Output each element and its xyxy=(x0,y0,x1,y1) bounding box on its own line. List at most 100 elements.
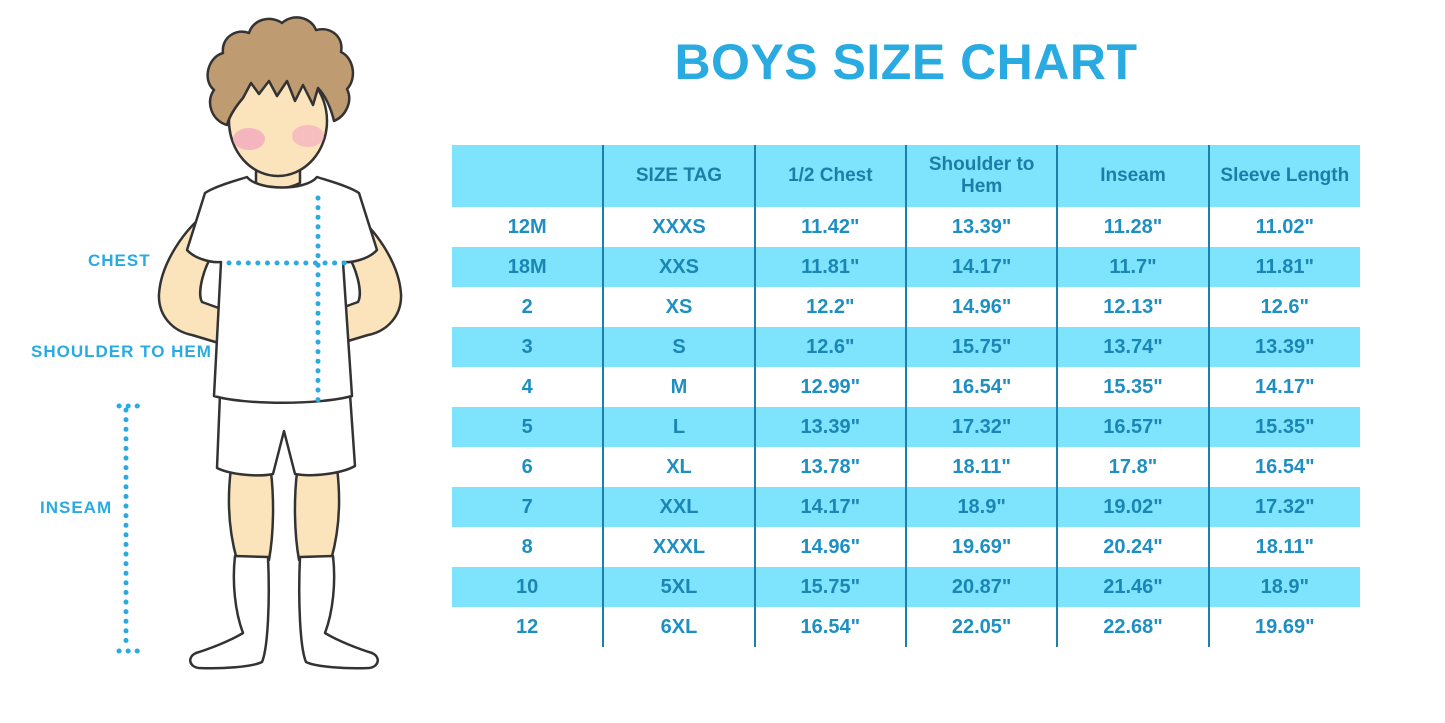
measurement-cell: 13.74" xyxy=(1056,327,1209,367)
row-size-label: 2 xyxy=(521,295,533,318)
measurement-cell: L xyxy=(602,407,755,447)
column-header-inseam: Inseam xyxy=(1056,145,1209,207)
measurement-cell: 17.32" xyxy=(1207,487,1360,527)
table-row: 6 XL 13.78" 18.11" 17.8" 16.54" xyxy=(452,447,1360,487)
table-row: 12M XXXS 11.42" 13.39" 11.28" 11.02" xyxy=(452,207,1360,247)
row-size-label: 6 xyxy=(521,455,533,478)
measurement-cell: 14.17" xyxy=(1207,367,1360,407)
measurement-illustration: CHEST SHOULDER TO HEM INSEAM xyxy=(0,0,452,723)
table-row: 18M XXS 11.81" 14.17" 11.7" 11.81" xyxy=(452,247,1360,287)
measurement-cell: 16.54" xyxy=(904,367,1058,407)
measurement-cell: 11.81" xyxy=(1207,247,1360,287)
measurement-cell: XL xyxy=(602,447,755,487)
boy-right-sock xyxy=(298,554,379,670)
measurement-cell: 12.6" xyxy=(753,327,906,367)
measurement-cell: M xyxy=(602,367,755,407)
column-header-1-2-chest: 1/2 Chest xyxy=(753,145,906,207)
measurement-cell: 20.87" xyxy=(904,567,1058,607)
measurement-cell: 20.24" xyxy=(1056,527,1209,567)
measurement-cell: 15.35" xyxy=(1056,367,1209,407)
row-size-label: 7 xyxy=(452,487,604,527)
row-size-label: 4 xyxy=(521,375,533,398)
measurement-cell: 18.9" xyxy=(1207,567,1360,607)
row-size-label: 8 xyxy=(521,535,533,558)
measurement-cell: 13.39" xyxy=(753,407,906,447)
measurement-cell: 18.11" xyxy=(904,447,1058,487)
measurement-cell: 19.69" xyxy=(904,527,1058,567)
measurement-cell: 11.02" xyxy=(1207,207,1360,247)
chest-label: CHEST xyxy=(88,251,151,270)
measurement-cell: 18.9" xyxy=(904,487,1058,527)
measurement-cell: 15.75" xyxy=(904,327,1058,367)
page-title: BOYS SIZE CHART xyxy=(674,34,1138,90)
boy-right-blush xyxy=(292,125,324,147)
measurement-cell: 15.75" xyxy=(753,567,906,607)
row-size-label: 12M xyxy=(507,215,547,238)
size-table: SIZE TAG 1/2 Chest Shoulder to Hem Inseam Sl… xyxy=(452,145,1360,647)
measurement-cell: 22.68" xyxy=(1056,607,1209,647)
measurement-cell: 15.35" xyxy=(1207,407,1360,447)
measurement-cell: XXS xyxy=(602,247,755,287)
table-row: 8 XXXL 14.96" 19.69" 20.24" 18.11" xyxy=(452,527,1360,567)
measurement-cell: 16.54" xyxy=(753,607,906,647)
row-size-label: 18M xyxy=(452,247,604,287)
measurement-cell: 11.42" xyxy=(753,207,906,247)
row-size-label: 5 xyxy=(452,407,604,447)
measurement-cell: 14.96" xyxy=(753,527,906,567)
column-header-sleeve-length: Sleeve Length xyxy=(1207,145,1360,207)
measurement-cell: 5XL xyxy=(602,567,755,607)
measurement-cell: 21.46" xyxy=(1056,567,1209,607)
measurement-cell: S xyxy=(602,327,755,367)
table-row: 12 6XL 16.54" 22.05" 22.68" 19.69" xyxy=(452,607,1360,647)
measurement-cell: 17.32" xyxy=(904,407,1058,447)
measurement-cell: 12.13" xyxy=(1056,287,1209,327)
measurement-cell: 22.05" xyxy=(904,607,1058,647)
boy-hair xyxy=(206,16,355,127)
measurement-cell: 19.69" xyxy=(1207,607,1360,647)
measurement-cell: 12.99" xyxy=(753,367,906,407)
table-row: 2 XS 12.2" 14.96" 12.13" 12.6" xyxy=(452,287,1360,327)
size-table-header: SIZE TAG 1/2 Chest Shoulder to Hem Inseam Sl… xyxy=(452,145,1360,207)
row-size-label: 10 xyxy=(452,567,604,607)
measurement-cell: 16.54" xyxy=(1207,447,1360,487)
measurement-cell: 13.39" xyxy=(904,207,1058,247)
size-chart-panel: BOYS SIZE CHART SIZE TAG 1/2 Chest Shoulde… xyxy=(452,0,1360,723)
boy-left-blush xyxy=(233,128,265,150)
measurement-cell: XXL xyxy=(602,487,755,527)
measurement-cell: 17.8" xyxy=(1056,447,1209,487)
measurement-cell: XXXS xyxy=(602,207,755,247)
inseam-label: INSEAM xyxy=(40,498,113,517)
table-row: 3 S 12.6" 15.75" 13.74" 13.39" xyxy=(452,327,1360,367)
measurement-cell: 12.2" xyxy=(753,287,906,327)
measurement-cell: 12.6" xyxy=(1207,287,1360,327)
measurement-cell: 18.11" xyxy=(1207,527,1360,567)
boy-shorts xyxy=(215,392,357,477)
measurement-cell: 16.57" xyxy=(1056,407,1209,447)
row-size-label: 3 xyxy=(452,327,604,367)
table-row: 7 XXL 14.17" 18.9" 19.02" 17.32" xyxy=(452,487,1360,527)
measurement-cell: XS xyxy=(602,287,755,327)
boy-left-sock xyxy=(189,554,270,670)
header-row: SIZE TAG 1/2 Chest Shoulder to Hem Inseam Sl… xyxy=(452,145,1360,207)
measurement-cell: 19.02" xyxy=(1056,487,1209,527)
measurement-cell: 13.78" xyxy=(753,447,906,487)
measurement-cell: XXXL xyxy=(602,527,755,567)
measurement-cell: 14.17" xyxy=(904,247,1058,287)
shoulder-to-hem-label: SHOULDER TO HEM xyxy=(31,342,212,361)
boy-tshirt xyxy=(185,175,379,404)
boy-right-leg xyxy=(293,466,341,562)
size-table-body: 12M XXXS 11.42" 13.39" 11.28" 11.02" 18M XXS 11.… xyxy=(452,207,1360,647)
column-header-size xyxy=(452,145,604,207)
column-header-size-tag: SIZE TAG xyxy=(602,145,755,207)
measurement-cell: 6XL xyxy=(602,607,755,647)
measurement-cell: 13.39" xyxy=(1207,327,1360,367)
table-row: 4 M 12.99" 16.54" 15.35" 14.17" xyxy=(452,367,1360,407)
measurement-cell: 11.81" xyxy=(753,247,906,287)
measurement-cell: 14.17" xyxy=(753,487,906,527)
table-row: 5 L 13.39" 17.32" 16.57" 15.35" xyxy=(452,407,1360,447)
column-header-shoulder-to-hem: Shoulder to Hem xyxy=(904,145,1058,207)
table-row: 10 5XL 15.75" 20.87" 21.46" 18.9" xyxy=(452,567,1360,607)
boy-left-leg xyxy=(227,466,275,562)
measurement-cell: 11.28" xyxy=(1056,207,1209,247)
